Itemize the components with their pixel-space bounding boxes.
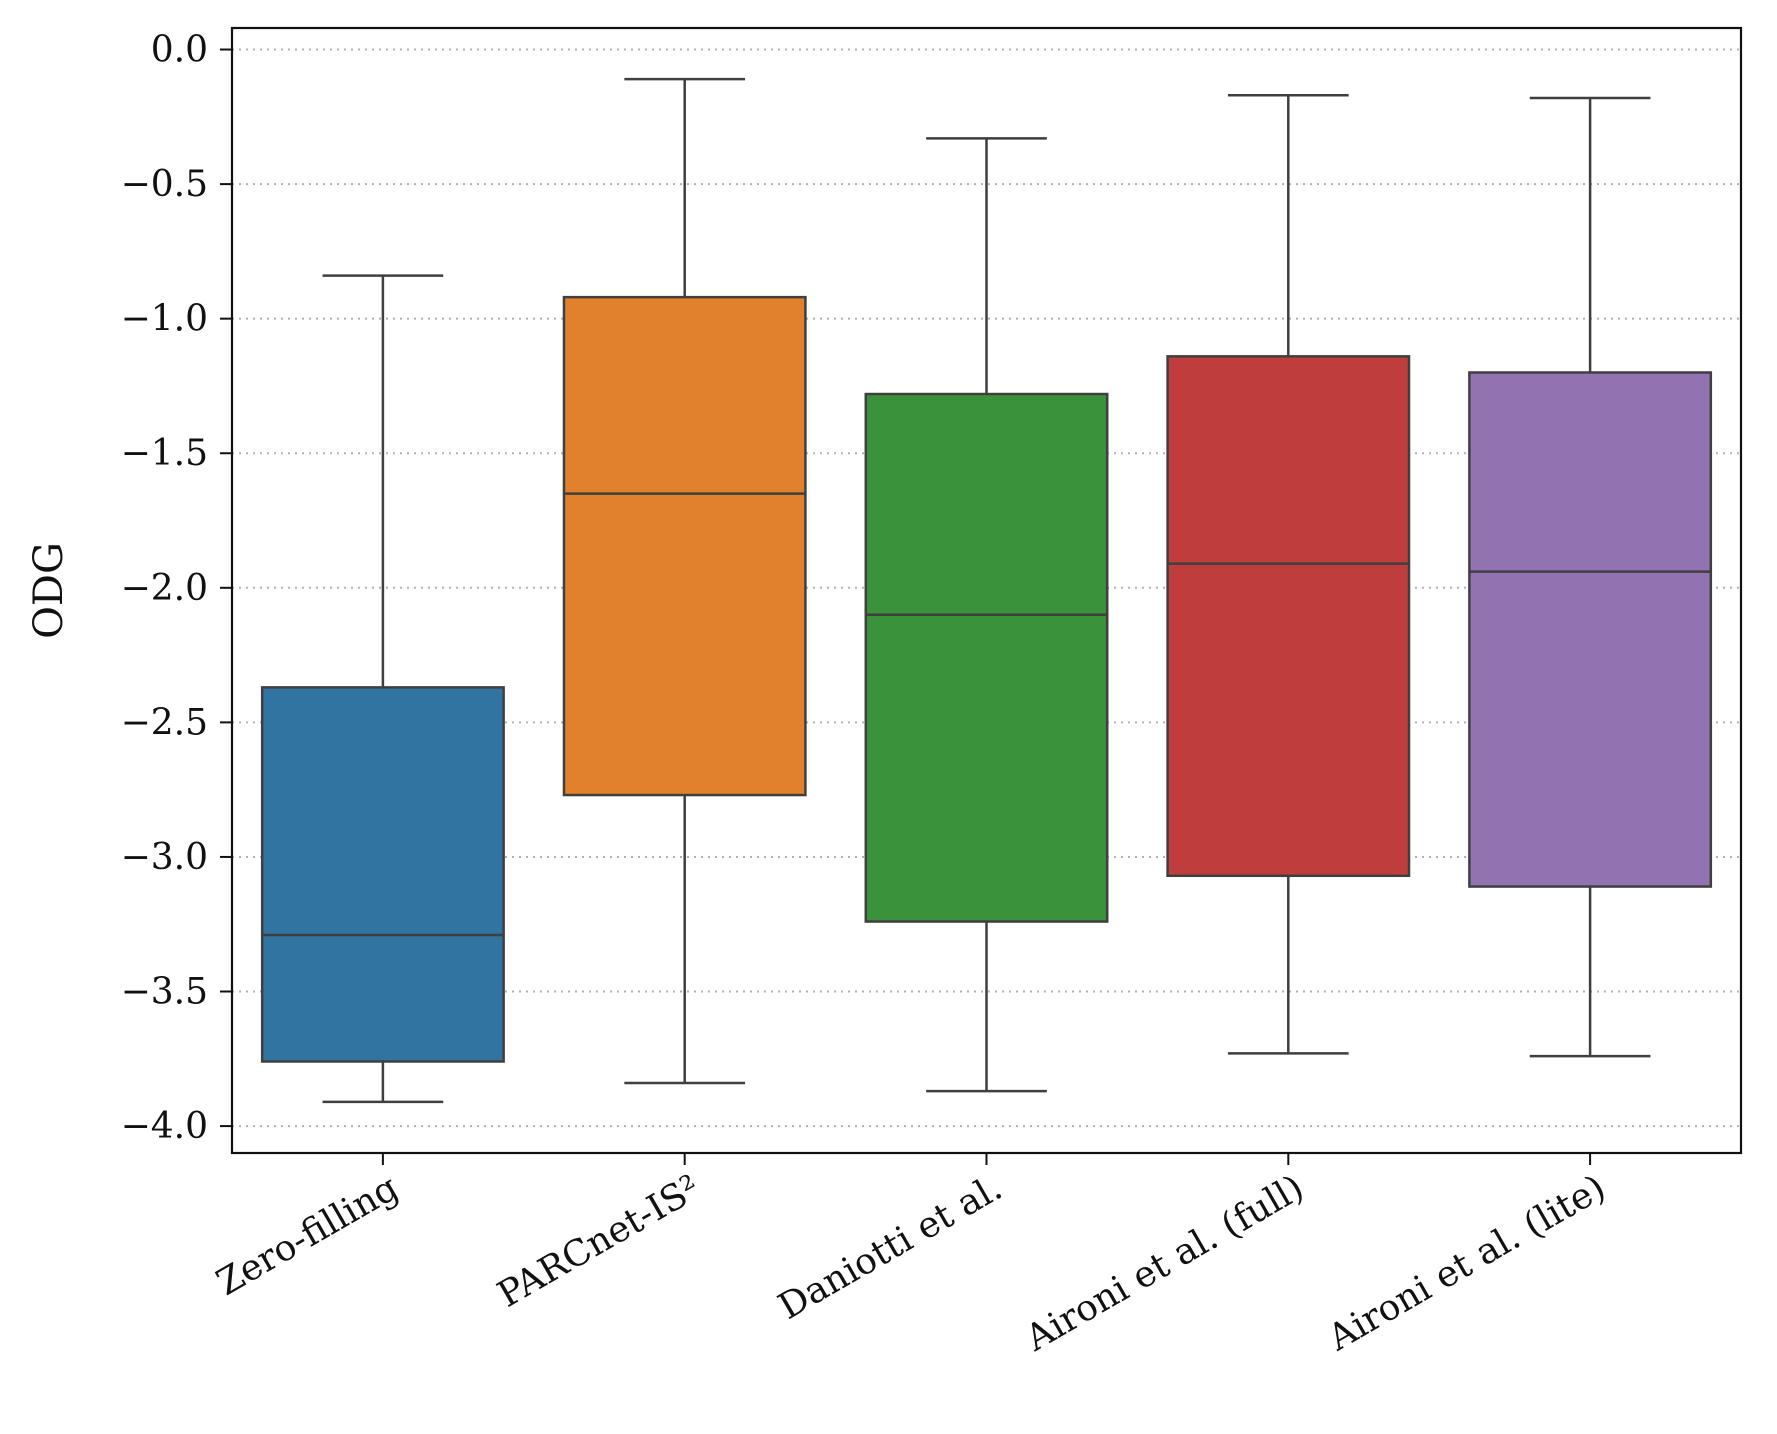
x-tick-label-2: Daniotti et al. (772, 1167, 1009, 1328)
y-tick-label-4: −2.0 (121, 568, 208, 609)
y-tick-label-5: −2.5 (121, 702, 208, 743)
box-iqr (562, 295, 807, 797)
box-group-0 (260, 274, 505, 1104)
x-tick-label-3: Aironi et al. (full) (1018, 1167, 1311, 1360)
x-tick-label-4: Aironi et al. (lite) (1321, 1167, 1613, 1359)
box-iqr (864, 392, 1109, 923)
y-tick-label-2: −1.0 (121, 299, 208, 340)
y-tick-label-1: −0.5 (121, 164, 208, 205)
box-group-3 (1166, 94, 1411, 1055)
y-tick-label-3: −1.5 (121, 433, 208, 474)
box-group-2 (864, 137, 1109, 1093)
box-iqr (260, 686, 505, 1063)
x-axis-ticks: Zero-filling PARCnet-IS² Daniotti et al. Ai… (210, 1153, 1613, 1360)
y-axis-label: ODG (26, 542, 72, 639)
y-axis-ticks: 0.0 −0.5 −1.0 −1.5 −2.0 −2.5 −3.0 −3.5 −4.0 (121, 30, 232, 1147)
y-tick-label-6: −3.0 (121, 837, 208, 878)
y-tick-label-0: 0.0 (151, 30, 208, 71)
y-tick-label-8: −4.0 (121, 1106, 208, 1147)
box-iqr (1166, 355, 1411, 878)
box-group-4 (1468, 96, 1713, 1058)
x-tick-label-0: Zero-filling (210, 1167, 406, 1304)
boxes (260, 77, 1713, 1104)
box-iqr (1468, 371, 1713, 888)
box-group-1 (562, 77, 807, 1085)
y-tick-label-7: −3.5 (121, 972, 208, 1013)
x-tick-label-1: PARCnet-IS² (491, 1167, 707, 1316)
